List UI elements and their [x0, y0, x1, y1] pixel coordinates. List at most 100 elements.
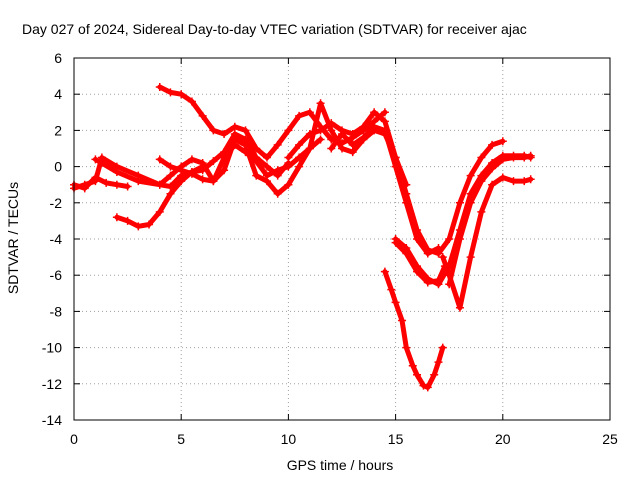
data-point	[155, 82, 164, 91]
data-point	[359, 133, 368, 142]
y-tick-label: 4	[54, 86, 62, 102]
data-point	[80, 184, 89, 193]
data-point	[134, 177, 143, 186]
data-point	[434, 244, 443, 253]
series-line	[328, 124, 441, 256]
data-point	[419, 381, 428, 390]
data-point	[220, 130, 229, 139]
x-tick-label: 20	[495, 431, 511, 447]
data-point	[488, 164, 497, 173]
data-point	[112, 168, 121, 177]
y-tick-label: -6	[50, 267, 63, 283]
data-point	[387, 285, 396, 294]
data-point	[488, 180, 497, 189]
data-point	[295, 140, 304, 149]
data-point	[198, 162, 207, 171]
data-point	[123, 182, 132, 191]
data-point	[316, 135, 325, 144]
data-series	[380, 267, 447, 392]
data-point	[430, 370, 439, 379]
data-point	[123, 216, 132, 225]
data-point	[402, 249, 411, 258]
data-point	[445, 280, 454, 289]
data-point	[413, 235, 422, 243]
y-axis: -14 -12 -10 -8 -6 -4 -2 0 2 4 6	[42, 50, 610, 428]
data-point	[434, 358, 443, 367]
data-series	[438, 173, 535, 312]
data-point	[166, 189, 175, 198]
y-axis-label: SDTVAR / TECUs	[5, 182, 21, 294]
data-point	[305, 108, 314, 117]
series-line	[71, 175, 131, 191]
series-line	[157, 84, 388, 161]
data-point	[327, 126, 336, 135]
data-point	[370, 108, 379, 117]
x-tick-label: 0	[70, 431, 78, 447]
y-tick-label: 2	[54, 122, 62, 138]
data-point	[209, 177, 218, 186]
data-point	[338, 144, 346, 153]
data-point	[262, 153, 271, 162]
y-tick-label: -2	[50, 195, 63, 211]
x-tick-label: 5	[177, 431, 185, 447]
data-point	[423, 383, 432, 392]
data-point	[509, 153, 518, 162]
data-point	[295, 111, 304, 120]
data-point	[187, 97, 196, 106]
data-point	[402, 343, 411, 352]
data-point	[284, 162, 293, 171]
data-point	[134, 222, 143, 231]
data-point	[477, 207, 486, 216]
data-point	[166, 162, 175, 171]
data-point	[262, 177, 271, 186]
data-point	[91, 155, 100, 164]
data-point	[241, 140, 250, 149]
series-line	[92, 136, 248, 188]
data-point	[305, 130, 314, 139]
data-point	[408, 361, 417, 370]
x-tick-label: 15	[388, 431, 404, 447]
data-point	[526, 151, 535, 160]
data-point	[391, 238, 400, 247]
data-point	[284, 153, 293, 162]
data-point	[348, 140, 357, 149]
data-point	[445, 235, 454, 243]
data-point	[498, 173, 507, 182]
data-point	[498, 137, 507, 146]
y-tick-label: 6	[54, 50, 62, 66]
data-point	[220, 166, 229, 175]
data-point	[155, 180, 164, 189]
data-point	[402, 180, 411, 189]
data-series	[91, 135, 250, 189]
y-tick-label: -14	[42, 412, 62, 428]
series-line	[440, 175, 534, 311]
data-point	[166, 182, 175, 191]
y-tick-label: -10	[42, 340, 62, 356]
x-tick-label: 10	[281, 431, 297, 447]
data-point	[438, 343, 447, 352]
data-point	[348, 148, 357, 157]
data-point	[295, 162, 304, 171]
data-point	[509, 177, 518, 186]
data-point	[402, 198, 411, 207]
data-point	[273, 189, 282, 198]
data-point	[348, 130, 357, 139]
data-point	[466, 171, 475, 180]
data-point	[327, 144, 336, 153]
data-point	[316, 126, 325, 135]
chart-title: Day 027 of 2024, Sidereal Day-to-day VTE…	[22, 21, 527, 37]
data-point	[198, 111, 207, 120]
data-point	[284, 126, 293, 135]
data-series	[327, 122, 443, 258]
data-point	[209, 157, 218, 166]
series-line	[285, 109, 409, 188]
data-point	[455, 235, 464, 243]
data-point	[398, 316, 407, 325]
data-point	[198, 175, 207, 184]
data-point	[488, 140, 497, 149]
y-tick-label: -8	[50, 303, 63, 319]
data-point	[380, 126, 389, 135]
data-point	[477, 153, 486, 162]
series-line	[393, 240, 448, 285]
data-point	[177, 90, 186, 99]
